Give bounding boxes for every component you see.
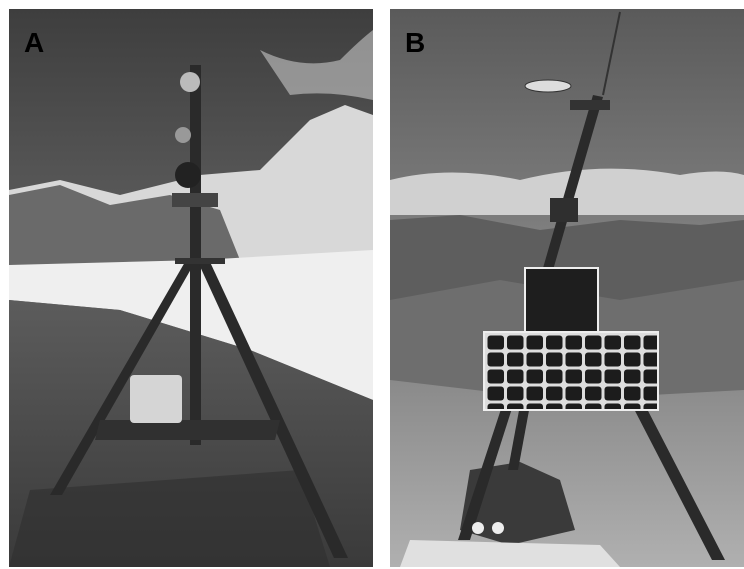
bracket	[172, 193, 218, 207]
rock-pile	[460, 462, 575, 545]
tripod-leg	[198, 262, 348, 558]
gps-antenna	[524, 79, 572, 93]
cloud	[260, 30, 373, 100]
box	[130, 375, 182, 423]
sensor	[472, 522, 484, 534]
platform	[95, 420, 280, 440]
photo-a	[9, 9, 373, 567]
photo-b	[390, 9, 744, 567]
sensor	[175, 162, 201, 188]
debris	[400, 540, 620, 567]
panel-label: B	[405, 27, 425, 58]
bracket	[175, 258, 225, 264]
bracket	[570, 100, 610, 110]
antenna	[602, 11, 621, 96]
tripod-leg	[50, 262, 195, 495]
tripod-leg	[508, 405, 530, 470]
tripod-leg	[632, 405, 725, 560]
sensor	[492, 522, 504, 534]
sensor	[175, 127, 191, 143]
solar-panel	[524, 267, 599, 333]
pole	[190, 65, 201, 445]
enclosure	[550, 198, 578, 222]
panel-label: A	[24, 27, 44, 58]
shadow	[9, 470, 330, 567]
sensor	[180, 72, 200, 92]
solar-panel	[483, 331, 659, 411]
mast	[543, 95, 603, 270]
